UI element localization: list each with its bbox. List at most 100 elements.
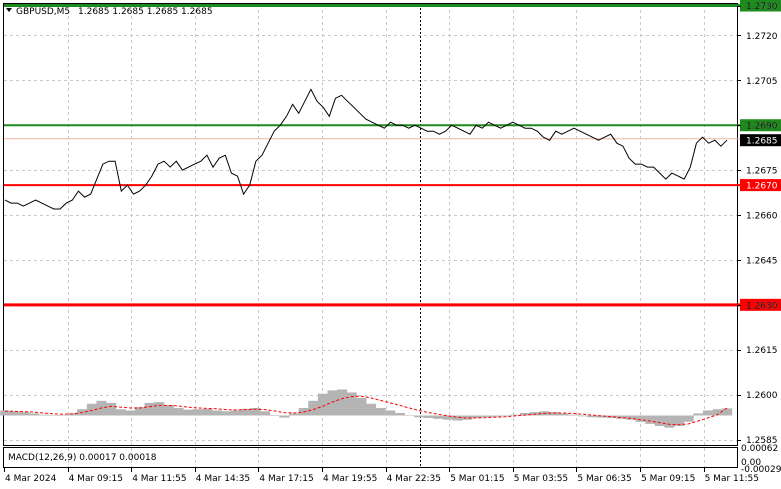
macd-histogram-bar xyxy=(510,414,521,416)
macd-histogram-bar xyxy=(57,415,68,416)
level-badge-1.2630 xyxy=(740,298,781,311)
macd-histogram-bar xyxy=(115,409,126,416)
macd-histogram-bar xyxy=(134,407,145,416)
x-tick-label: 4 Mar 14:35 xyxy=(196,474,250,484)
macd-histogram-bar xyxy=(548,412,559,416)
horizontal-levels[interactable]: 1.2730 1.2690 1.2670 1.2630 1.2685 xyxy=(4,0,781,311)
macd-histogram-bar xyxy=(577,415,588,417)
chart-header: GBPUSD,M5 1.2685 1.2685 1.2685 1.2685 xyxy=(6,7,213,17)
macd-y-tick-label: 0.00062 xyxy=(741,444,778,454)
time-axis: 4 Mar 2024 4 Mar 09:15 4 Mar 11:55 4 Mar 14… xyxy=(4,467,759,484)
macd-histogram-bar xyxy=(616,415,627,419)
price-pane-frame xyxy=(3,3,738,446)
macd-signal-line xyxy=(5,395,728,426)
macd-histogram-bar xyxy=(260,411,271,416)
price-series xyxy=(4,88,728,210)
macd-histogram-bar xyxy=(385,410,396,416)
macd-histogram-bar xyxy=(125,410,136,416)
macd-histogram-bar xyxy=(269,415,280,416)
y-tick-label: 1.2585 xyxy=(746,436,778,446)
macd-histogram-bar xyxy=(288,413,300,416)
macd-histogram-bar xyxy=(240,408,251,416)
macd-histogram-bar xyxy=(683,415,694,422)
macd-histogram-bar xyxy=(9,411,20,416)
macd-histogram-bar xyxy=(433,415,444,419)
macd-histogram-bar xyxy=(568,414,579,416)
x-tick-label: 5 Mar 06:35 xyxy=(577,474,631,484)
macd-histogram-bar xyxy=(606,415,617,419)
macd-histogram-bar xyxy=(462,415,473,420)
y-tick-label: 1.2615 xyxy=(746,346,778,356)
y-tick-label: 1.2660 xyxy=(746,212,778,222)
x-tick-label: 4 Mar 11:55 xyxy=(132,474,186,484)
macd-histogram-bar xyxy=(337,389,348,416)
macd-histogram-bar xyxy=(452,415,463,421)
macd-histogram-bar xyxy=(317,393,328,416)
macd-histogram-bar xyxy=(491,415,502,417)
level-label-1.2630: 1.2630 xyxy=(746,301,778,311)
macd-histogram-bar xyxy=(674,415,685,426)
macd-histogram-bar xyxy=(597,415,608,418)
macd-y-tick-label: -0.00029 xyxy=(741,465,781,475)
macd-histogram-bar xyxy=(645,415,656,424)
x-tick-label: 5 Mar 09:15 xyxy=(641,474,695,484)
macd-histogram-bar xyxy=(163,405,174,416)
level-badge-1.2730 xyxy=(740,0,781,12)
y-tick-label: 1.2705 xyxy=(746,77,778,87)
current-price-label: 1.2685 xyxy=(746,137,778,147)
macd-indicator xyxy=(0,389,733,428)
macd-pane-frame xyxy=(3,447,738,468)
macd-histogram-bar xyxy=(702,410,713,416)
macd-histogram-bar xyxy=(712,409,723,416)
macd-y-tick-label: 0.00 xyxy=(741,458,761,468)
macd-histogram-bar xyxy=(327,390,338,416)
macd-histogram-bar xyxy=(106,402,117,416)
level-label-1.2690: 1.2690 xyxy=(746,122,778,132)
macd-histogram-bar xyxy=(346,392,357,416)
macd-histogram-bar xyxy=(394,412,405,416)
y-tick-label: 1.2720 xyxy=(746,32,778,42)
macd-histogram-bar xyxy=(48,415,59,416)
macd-histogram-bar xyxy=(481,415,492,418)
y-tick-label: 1.2675 xyxy=(746,167,778,177)
macd-histogram-bar xyxy=(279,415,290,418)
macd-histogram-bar xyxy=(625,415,636,420)
grid-lines xyxy=(4,4,737,467)
macd-histogram-bar xyxy=(154,402,165,416)
macd-histogram-bar xyxy=(654,415,665,426)
macd-histogram-bar xyxy=(0,410,11,416)
level-badge-1.2690 xyxy=(740,119,781,132)
macd-histogram-bar xyxy=(423,415,434,419)
macd-histogram-bar xyxy=(404,415,415,416)
x-tick-label: 5 Mar 03:55 xyxy=(514,474,568,484)
macd-histogram-bar xyxy=(29,413,40,416)
x-tick-label: 5 Mar 01:15 xyxy=(450,474,504,484)
y-tick-label: 1.2600 xyxy=(746,391,778,401)
macd-histogram-bar xyxy=(211,410,222,416)
macd-histogram-bar xyxy=(202,408,213,416)
macd-histogram-bar xyxy=(144,402,155,416)
macd-histogram-bar xyxy=(356,397,367,416)
level-label-1.2730: 1.2730 xyxy=(746,2,778,12)
macd-histogram-bar xyxy=(366,403,377,416)
macd-histogram-bar xyxy=(192,409,203,416)
macd-histogram-bar xyxy=(635,415,646,422)
x-tick-label: 4 Mar 17:15 xyxy=(259,474,313,484)
ohlc-values: 1.2685 1.2685 1.2685 1.2685 xyxy=(78,7,213,17)
macd-histogram-bar xyxy=(587,415,598,418)
macd-histogram-bar xyxy=(67,413,78,416)
level-badge-1.2670 xyxy=(740,179,781,192)
y-tick-label: 1.2730 xyxy=(746,2,778,12)
x-tick-label: 5 Mar 11:55 xyxy=(705,474,759,484)
x-tick-label: 4 Mar 09:15 xyxy=(69,474,123,484)
symbol-label: GBPUSD,M5 xyxy=(16,7,70,17)
macd-histogram-bar xyxy=(443,415,454,420)
macd-histogram-bar xyxy=(250,407,261,416)
macd-title: MACD(12,26,9) 0.00017 0.00018 xyxy=(8,453,157,463)
macd-histogram-bar xyxy=(183,409,194,416)
price-axis: 1.2730 1.2720 1.2705 1.2690 1.2675 1.2660 1.26… xyxy=(737,2,781,475)
triangle-down-icon[interactable] xyxy=(6,8,12,12)
x-tick-label: 4 Mar 22:35 xyxy=(387,474,441,484)
macd-histogram-bar xyxy=(19,412,30,416)
